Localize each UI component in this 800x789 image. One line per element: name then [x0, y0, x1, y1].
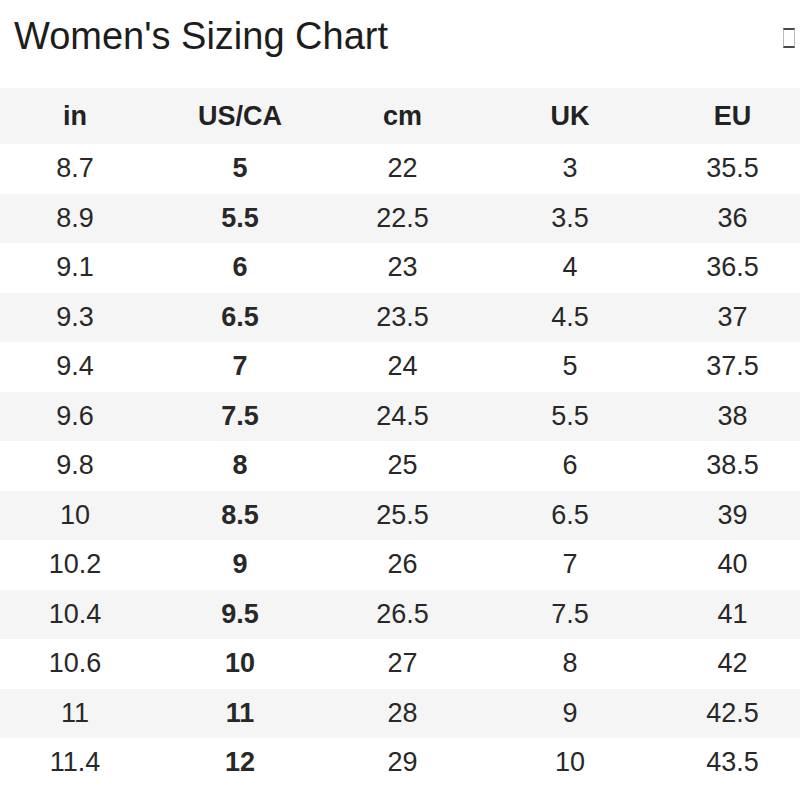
cell-cm: 22.5 — [330, 194, 475, 244]
cell-uk: 6.5 — [475, 491, 665, 541]
cell-eu: 38 — [665, 392, 800, 442]
column-header-in: in — [0, 88, 150, 144]
missing-glyph-box-icon[interactable] — [783, 28, 795, 48]
sizing-table: in US/CA cm UK EU 8.7522335.58.95.522.53… — [0, 88, 800, 788]
cell-uk: 5 — [475, 342, 665, 392]
table-row: 11.412291043.5 — [0, 738, 800, 788]
table-body: 8.7522335.58.95.522.53.5369.1623436.59.3… — [0, 144, 800, 788]
cell-cm: 28 — [330, 689, 475, 739]
cell-uk: 10 — [475, 738, 665, 788]
table-row: 8.95.522.53.536 — [0, 194, 800, 244]
cell-eu: 43.5 — [665, 738, 800, 788]
cell-cm: 27 — [330, 639, 475, 689]
column-header-eu: EU — [665, 88, 800, 144]
cell-in: 9.1 — [0, 243, 150, 293]
table-row: 8.7522335.5 — [0, 144, 800, 194]
table-row: 9.4724537.5 — [0, 342, 800, 392]
column-header-cm: cm — [330, 88, 475, 144]
table-row: 9.1623436.5 — [0, 243, 800, 293]
cell-cm: 24.5 — [330, 392, 475, 442]
cell-eu: 41 — [665, 590, 800, 640]
cell-eu: 37 — [665, 293, 800, 343]
cell-us-ca: 6 — [150, 243, 330, 293]
cell-in: 8.7 — [0, 144, 150, 194]
cell-in: 9.4 — [0, 342, 150, 392]
cell-us-ca: 9 — [150, 540, 330, 590]
cell-uk: 7.5 — [475, 590, 665, 640]
cell-us-ca: 12 — [150, 738, 330, 788]
cell-uk: 7 — [475, 540, 665, 590]
cell-us-ca: 7.5 — [150, 392, 330, 442]
cell-cm: 22 — [330, 144, 475, 194]
table-header-row: in US/CA cm UK EU — [0, 88, 800, 144]
cell-uk: 8 — [475, 639, 665, 689]
table-row: 9.8825638.5 — [0, 441, 800, 491]
page-title: Women's Sizing Chart — [0, 0, 800, 60]
cell-cm: 26 — [330, 540, 475, 590]
cell-eu: 36 — [665, 194, 800, 244]
cell-in: 11.4 — [0, 738, 150, 788]
cell-uk: 4 — [475, 243, 665, 293]
table-row: 108.525.56.539 — [0, 491, 800, 541]
cell-uk: 3.5 — [475, 194, 665, 244]
cell-us-ca: 10 — [150, 639, 330, 689]
table-row: 10.61027842 — [0, 639, 800, 689]
cell-in: 10 — [0, 491, 150, 541]
cell-us-ca: 6.5 — [150, 293, 330, 343]
cell-us-ca: 7 — [150, 342, 330, 392]
cell-in: 10.2 — [0, 540, 150, 590]
cell-eu: 42 — [665, 639, 800, 689]
cell-cm: 29 — [330, 738, 475, 788]
cell-cm: 25 — [330, 441, 475, 491]
cell-uk: 6 — [475, 441, 665, 491]
cell-eu: 37.5 — [665, 342, 800, 392]
cell-us-ca: 5.5 — [150, 194, 330, 244]
cell-cm: 25.5 — [330, 491, 475, 541]
cell-eu: 42.5 — [665, 689, 800, 739]
cell-us-ca: 8 — [150, 441, 330, 491]
cell-in: 8.9 — [0, 194, 150, 244]
cell-us-ca: 5 — [150, 144, 330, 194]
cell-eu: 36.5 — [665, 243, 800, 293]
cell-cm: 23.5 — [330, 293, 475, 343]
cell-eu: 38.5 — [665, 441, 800, 491]
cell-us-ca: 8.5 — [150, 491, 330, 541]
cell-in: 10.4 — [0, 590, 150, 640]
table-row: 9.36.523.54.537 — [0, 293, 800, 343]
column-header-uk: UK — [475, 88, 665, 144]
cell-uk: 5.5 — [475, 392, 665, 442]
cell-in: 10.6 — [0, 639, 150, 689]
cell-in: 9.8 — [0, 441, 150, 491]
table-row: 9.67.524.55.538 — [0, 392, 800, 442]
cell-in: 11 — [0, 689, 150, 739]
cell-us-ca: 11 — [150, 689, 330, 739]
table-row: 10.49.526.57.541 — [0, 590, 800, 640]
cell-cm: 26.5 — [330, 590, 475, 640]
size-chart-panel: Women's Sizing Chart in US/CA cm UK EU 8… — [0, 0, 800, 789]
cell-eu: 39 — [665, 491, 800, 541]
column-header-us-ca: US/CA — [150, 88, 330, 144]
table-row: 10.2926740 — [0, 540, 800, 590]
page-header: Women's Sizing Chart — [0, 0, 800, 88]
cell-in: 9.6 — [0, 392, 150, 442]
cell-uk: 3 — [475, 144, 665, 194]
cell-in: 9.3 — [0, 293, 150, 343]
cell-cm: 24 — [330, 342, 475, 392]
cell-eu: 40 — [665, 540, 800, 590]
cell-uk: 9 — [475, 689, 665, 739]
cell-cm: 23 — [330, 243, 475, 293]
cell-eu: 35.5 — [665, 144, 800, 194]
cell-uk: 4.5 — [475, 293, 665, 343]
cell-us-ca: 9.5 — [150, 590, 330, 640]
table-row: 111128942.5 — [0, 689, 800, 739]
